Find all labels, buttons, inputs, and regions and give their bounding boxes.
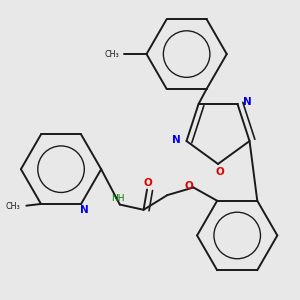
Text: N: N <box>243 97 252 107</box>
Text: O: O <box>184 182 193 191</box>
Text: O: O <box>144 178 152 188</box>
Text: O: O <box>215 167 224 177</box>
Text: CH₃: CH₃ <box>5 202 20 211</box>
Text: N: N <box>80 205 89 215</box>
Text: NH: NH <box>111 194 125 203</box>
Text: CH₃: CH₃ <box>104 50 119 58</box>
Text: N: N <box>172 135 181 146</box>
